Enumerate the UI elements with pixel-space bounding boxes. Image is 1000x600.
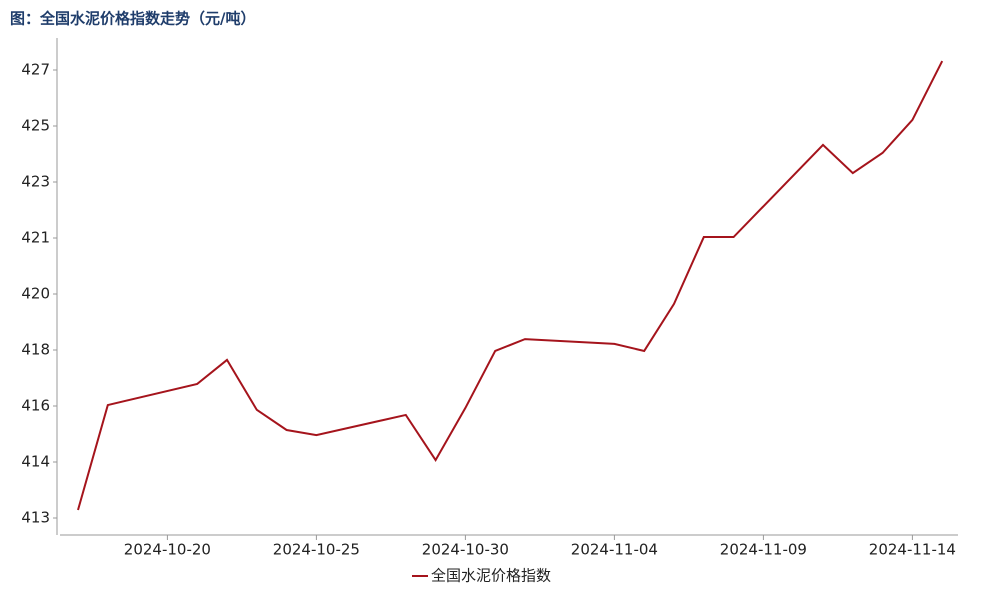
y-tick-label: 418 bbox=[21, 341, 50, 359]
y-tick-label: 425 bbox=[21, 117, 50, 135]
y-tick-label: 427 bbox=[21, 61, 50, 79]
y-tick-label: 423 bbox=[21, 173, 50, 191]
y-tick-label: 413 bbox=[21, 509, 50, 527]
y-tick-label: 416 bbox=[21, 397, 50, 415]
legend-label: 全国水泥价格指数 bbox=[431, 567, 551, 585]
y-tick-label: 420 bbox=[21, 285, 50, 303]
x-tick-label: 2024-11-09 bbox=[720, 541, 807, 559]
x-tick-label: 2024-10-20 bbox=[124, 541, 211, 559]
series-line bbox=[77, 60, 944, 511]
x-tick-label: 2024-11-04 bbox=[571, 541, 658, 559]
x-tick-label: 2024-10-30 bbox=[422, 541, 509, 559]
x-tick-label: 2024-11-14 bbox=[869, 541, 956, 559]
y-tick-label: 421 bbox=[21, 229, 50, 247]
y-tick-label: 414 bbox=[21, 453, 50, 471]
chart-title: 图：全国水泥价格指数走势（元/吨） bbox=[10, 10, 255, 28]
x-tick-label: 2024-10-25 bbox=[273, 541, 360, 559]
